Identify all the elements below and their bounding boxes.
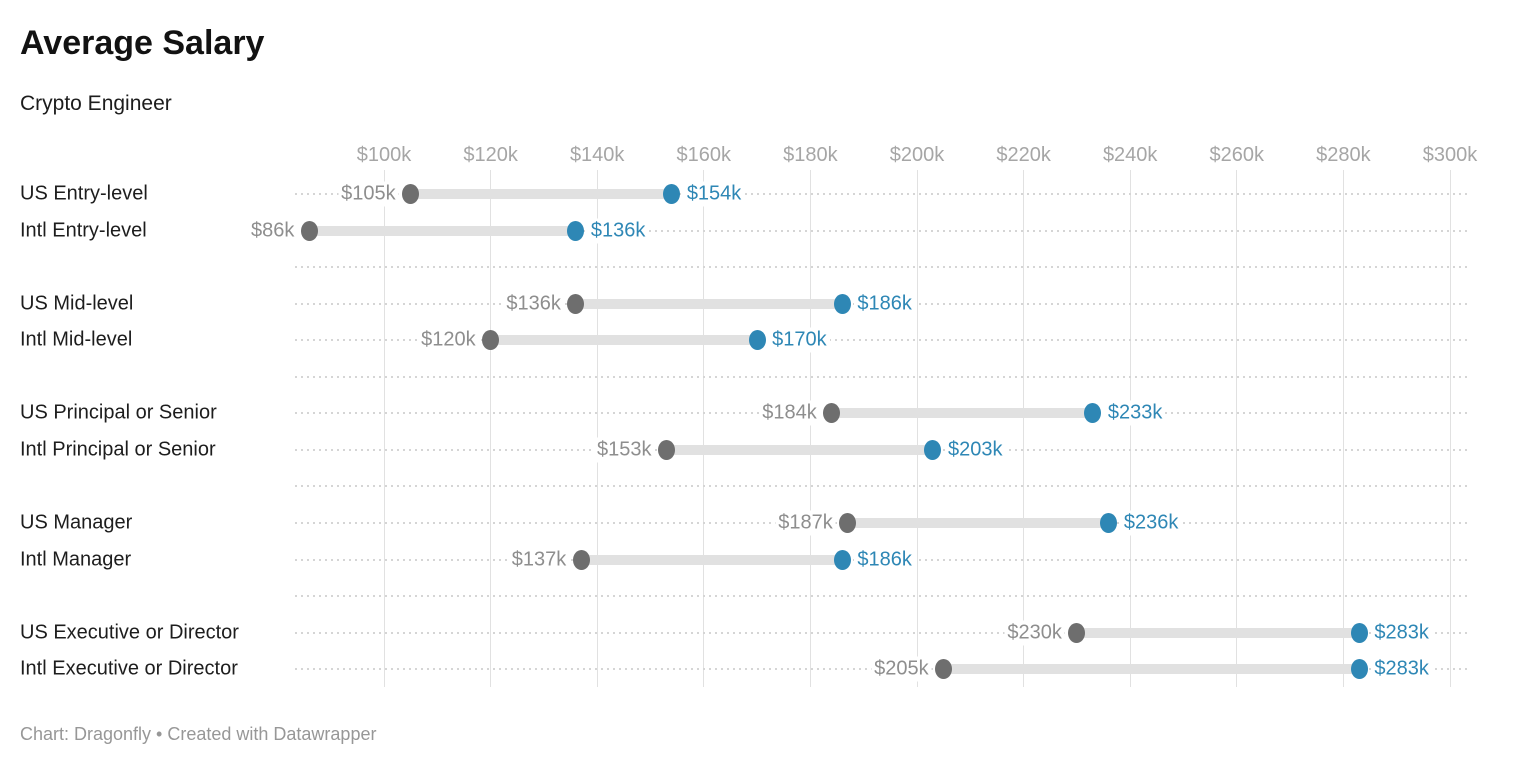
end-value-label: $283k [1371, 656, 1432, 682]
x-axis-tick-label: $140k [569, 144, 625, 166]
range-bar [1076, 627, 1360, 638]
range-bar [410, 189, 672, 199]
x-axis-tick-label: $180k [783, 144, 838, 166]
range-bar [943, 664, 1360, 675]
row-category-label: US Mid-level [20, 292, 134, 315]
chart-title: Average Salary [20, 24, 265, 62]
row-dotted-line [295, 339, 1468, 342]
start-value-label: $86k [248, 218, 298, 244]
row-dotted-line [295, 193, 1468, 195]
start-dot [567, 293, 585, 314]
end-dot [1084, 403, 1102, 424]
start-value-label: $184k [759, 400, 820, 426]
end-value-label: $203k [944, 437, 1006, 463]
end-dot [833, 293, 851, 314]
start-dot [823, 403, 841, 424]
start-dot [839, 512, 857, 533]
x-gridline [1449, 170, 1451, 687]
end-dot [567, 220, 585, 241]
start-value-label: $120k [418, 327, 479, 353]
x-axis-tick-label: $200k [889, 144, 945, 166]
x-gridline [809, 170, 811, 687]
x-axis-tick-label: $280k [1316, 144, 1371, 166]
row-dotted-line [295, 485, 1468, 488]
row-category-label: Intl Mid-level [20, 328, 133, 351]
chart-subtitle: Crypto Engineer [20, 92, 172, 115]
row-category-label: US Executive or Director [20, 621, 239, 644]
x-axis-tick-label: $240k [1102, 144, 1158, 166]
row-dotted-line [295, 229, 1468, 232]
end-dot [748, 330, 766, 351]
start-dot [1068, 622, 1086, 643]
x-gridline [1342, 170, 1344, 687]
x-gridline [1129, 170, 1131, 687]
end-value-label: $186k [854, 547, 915, 572]
start-value-label: $136k [503, 291, 564, 317]
range-bar [581, 554, 843, 565]
x-axis-tick-label: $260k [1209, 144, 1265, 166]
end-value-label: $236k [1120, 510, 1182, 536]
start-value-label: $137k [508, 547, 570, 572]
end-value-label: $154k [683, 181, 745, 207]
end-dot [1350, 622, 1368, 643]
x-axis-tick-label: $160k [676, 144, 732, 166]
x-axis-tick-label: $220k [996, 144, 1051, 166]
start-dot [572, 549, 590, 570]
start-value-label: $153k [593, 437, 655, 463]
end-value-label: $136k [587, 218, 649, 244]
row-category-label: Intl Manager [20, 548, 132, 570]
start-dot [482, 330, 500, 351]
range-bar [575, 298, 843, 309]
end-value-label: $283k [1371, 620, 1432, 646]
row-dotted-line [295, 595, 1468, 598]
range-bar [847, 517, 1109, 528]
x-gridline [703, 170, 705, 687]
start-dot [300, 220, 318, 241]
range-bar [490, 335, 758, 346]
start-value-label: $105k [338, 181, 399, 207]
end-dot [924, 439, 942, 460]
row-category-label: US Principal or Senior [20, 401, 217, 424]
x-gridline [1236, 170, 1238, 687]
chart-attribution: Chart: Dragonfly • Created with Datawrap… [20, 724, 377, 744]
row-category-label: Intl Executive or Director [20, 657, 238, 680]
row-category-label: US Manager [20, 511, 133, 534]
range-bar [666, 444, 933, 455]
end-dot [1350, 659, 1368, 680]
end-value-label: $170k [769, 327, 830, 353]
end-value-label: $233k [1104, 400, 1166, 426]
end-value-label: $186k [854, 291, 915, 317]
x-axis-tick-label: $100k [356, 144, 412, 166]
end-dot [1100, 512, 1118, 533]
start-value-label: $205k [871, 656, 932, 682]
row-category-label: Intl Principal or Senior [20, 438, 216, 461]
start-dot [935, 659, 953, 680]
x-gridline [490, 170, 492, 687]
range-bar [309, 225, 576, 236]
row-dotted-line [295, 375, 1468, 378]
x-gridline [383, 170, 385, 687]
start-dot [402, 184, 420, 204]
x-axis-tick-label: $120k [463, 144, 518, 166]
row-dotted-line [295, 631, 1468, 634]
row-dotted-line [295, 266, 1468, 269]
end-dot [833, 549, 851, 570]
start-dot [657, 439, 675, 460]
end-dot [663, 184, 681, 204]
row-category-label: Intl Entry-level [20, 219, 147, 242]
x-gridline [596, 170, 598, 687]
start-value-label: $187k [775, 510, 836, 536]
row-category-label: US Entry-level [20, 182, 148, 205]
start-value-label: $230k [1004, 620, 1065, 646]
x-axis-tick-label: $300k [1422, 144, 1478, 166]
range-bar [831, 408, 1093, 419]
x-gridline [1023, 170, 1025, 687]
x-gridline [916, 170, 918, 687]
